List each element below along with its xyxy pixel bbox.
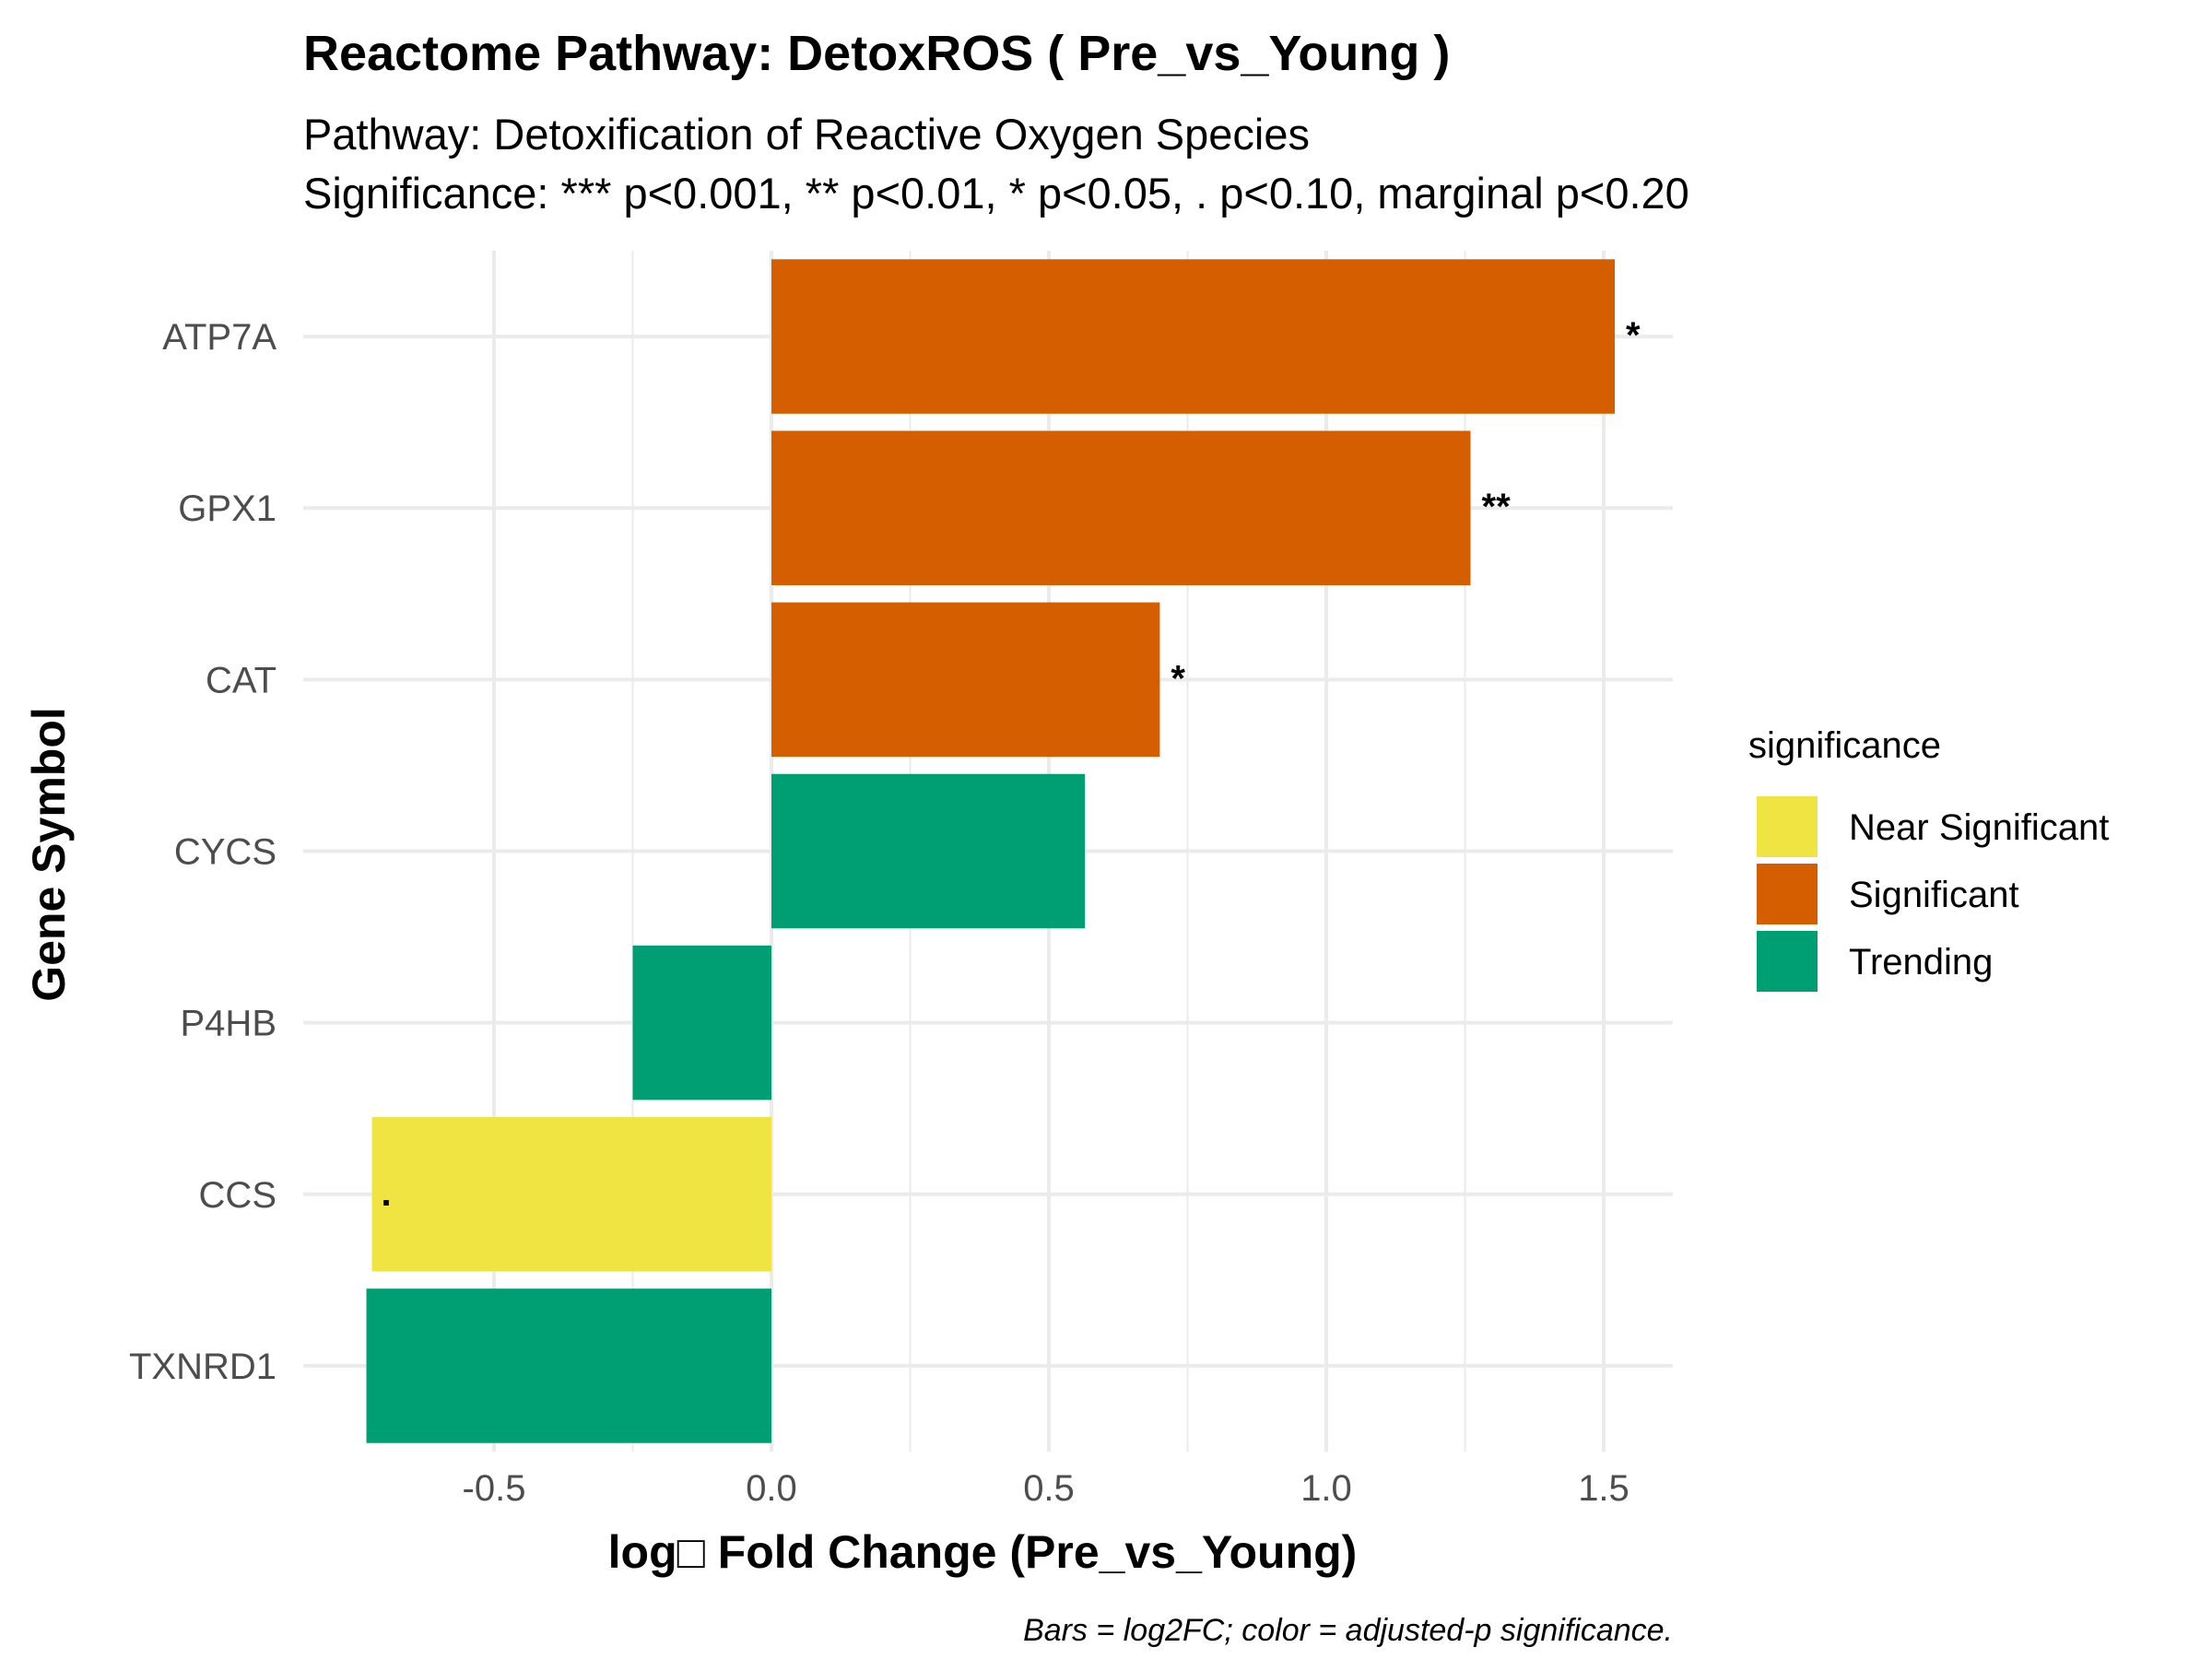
- chart-subtitle-line-1: Pathway: Detoxification of Reactive Oxyg…: [303, 110, 1310, 159]
- x-tick-label: 1.5: [1578, 1468, 1630, 1509]
- legend-label: Trending: [1849, 942, 1993, 982]
- legend-label: Significant: [1849, 875, 2019, 915]
- legend: significance Near Significant Significant…: [1748, 725, 2109, 992]
- chart-subtitle-line-2: Significance: *** p<0.001, ** p<0.01, * …: [303, 169, 1689, 218]
- bar-cat: [771, 602, 1160, 758]
- y-tick-label: CAT: [206, 660, 276, 700]
- bar-p4hb: [632, 945, 771, 1100]
- legend-swatch: [1757, 931, 1818, 992]
- significance-label: *: [1626, 315, 1641, 356]
- x-tick-label: 0.5: [1023, 1468, 1075, 1509]
- x-axis-title: log□ Fold Change (Pre_vs_Young): [608, 1526, 1358, 1578]
- legend-items: Near Significant Significant Trending: [1757, 796, 2109, 992]
- x-axis-tick-labels: -0.5 0.0 0.5 1.0 1.5: [463, 1468, 1630, 1509]
- x-tick-label: 0.0: [746, 1468, 797, 1509]
- significance-label: **: [1482, 487, 1512, 527]
- legend-swatch: [1757, 864, 1818, 924]
- significance-labels: ****.: [382, 315, 1641, 1214]
- y-tick-label: TXNRD1: [129, 1347, 276, 1387]
- y-tick-label: ATP7A: [162, 317, 276, 358]
- legend-label: Near Significant: [1849, 807, 2109, 848]
- bar-series: [366, 259, 1616, 1443]
- significance-label: *: [1171, 658, 1185, 699]
- x-tick-label: -0.5: [463, 1468, 526, 1509]
- legend-swatch: [1757, 796, 1818, 857]
- y-axis-title: Gene Symbol: [23, 707, 75, 1002]
- y-tick-label: CCS: [199, 1175, 276, 1216]
- y-tick-label: GPX1: [178, 488, 276, 529]
- y-tick-label: P4HB: [181, 1004, 277, 1044]
- significance-label: .: [382, 1173, 392, 1214]
- bar-gpx1: [771, 430, 1471, 585]
- x-tick-label: 1.0: [1300, 1468, 1352, 1509]
- legend-title: significance: [1748, 725, 1941, 766]
- chart-title: Reactome Pathway: DetoxROS ( Pre_vs_Youn…: [303, 26, 1450, 81]
- y-axis-tick-labels: ATP7A GPX1 CAT CYCS P4HB CCS TXNRD1: [129, 317, 276, 1387]
- chart-caption: Bars = log2FC; color = adjusted-p signif…: [1023, 1613, 1673, 1648]
- bar-atp7a: [771, 259, 1616, 414]
- bar-txnrd1: [366, 1288, 771, 1443]
- bar-ccs: [371, 1117, 771, 1272]
- y-tick-label: CYCS: [174, 832, 276, 873]
- bar-cycs: [771, 773, 1086, 929]
